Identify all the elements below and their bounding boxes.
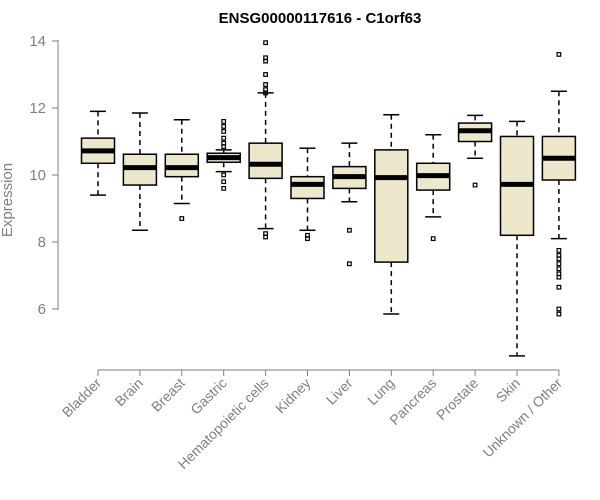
iqr-box — [248, 142, 283, 180]
x-tick-label: Bladder — [59, 375, 105, 421]
outlier-point — [430, 236, 436, 242]
outlier-point — [221, 118, 227, 124]
box-breast — [164, 118, 200, 221]
box-prostate — [457, 114, 493, 188]
outlier-point — [556, 266, 562, 272]
y-tick-label: 10 — [29, 167, 46, 184]
outlier-point — [556, 311, 562, 317]
x-tick-label: Liver — [323, 375, 356, 408]
outlier-point — [556, 247, 562, 253]
outlier-point — [263, 58, 268, 64]
box-kidney — [290, 147, 325, 242]
outlier-point — [221, 172, 227, 178]
outlier-point — [556, 256, 562, 262]
x-tick-label: Lung — [364, 375, 397, 408]
iqr-box — [290, 175, 325, 200]
outlier-point — [221, 179, 227, 185]
outlier-point — [556, 284, 562, 290]
x-tick-label: Brain — [112, 375, 146, 409]
y-tick-label: 12 — [29, 100, 46, 117]
box-brain — [122, 112, 158, 232]
box-gastric — [206, 118, 241, 191]
x-tick-label: Prostate — [433, 375, 481, 423]
y-ticks: 6 8 10 12 14 — [29, 33, 58, 318]
outlier-point — [263, 72, 268, 77]
x-tick-label: Unknown / Other — [479, 375, 565, 461]
y-tick-label: 8 — [38, 234, 46, 251]
x-tick-label: Kidney — [272, 375, 314, 417]
box-liver — [332, 142, 367, 267]
box-pancreas — [415, 134, 451, 242]
outlier-point — [221, 135, 227, 141]
outlier-point — [556, 51, 562, 57]
box-lung — [374, 113, 409, 315]
outlier-point — [556, 306, 562, 312]
outlier-point — [221, 144, 227, 149]
boxes — [80, 40, 577, 357]
outlier-point — [263, 90, 268, 96]
box-unknown-other — [541, 51, 577, 317]
outlier-point — [472, 182, 478, 188]
y-tick-label: 6 — [38, 301, 46, 318]
outlier-point — [263, 234, 268, 240]
outlier-point — [556, 274, 562, 280]
y-axis-label: Expression — [0, 163, 16, 237]
x-tick-label: Breast — [148, 375, 188, 415]
outlier-point — [347, 261, 352, 267]
outlier-point — [221, 129, 227, 134]
x-tick-label: Skin — [493, 375, 524, 406]
x-tick-label: Pancreas — [386, 375, 439, 428]
chart-title: ENSG00000117616 - C1orf63 — [219, 10, 422, 27]
outlier-point — [221, 124, 227, 129]
outlier-point — [263, 40, 268, 46]
box-bladder — [80, 110, 116, 196]
outlier-point — [347, 227, 352, 233]
box-hematopoietic-cells — [248, 40, 283, 240]
outlier-point — [556, 261, 562, 267]
y-tick-label: 14 — [29, 33, 46, 50]
iqr-box — [374, 149, 409, 263]
box-skin — [499, 120, 535, 357]
outlier-point — [179, 216, 185, 221]
outlier-point — [221, 186, 227, 191]
outlier-point — [305, 236, 310, 242]
outlier-point — [263, 82, 268, 87]
